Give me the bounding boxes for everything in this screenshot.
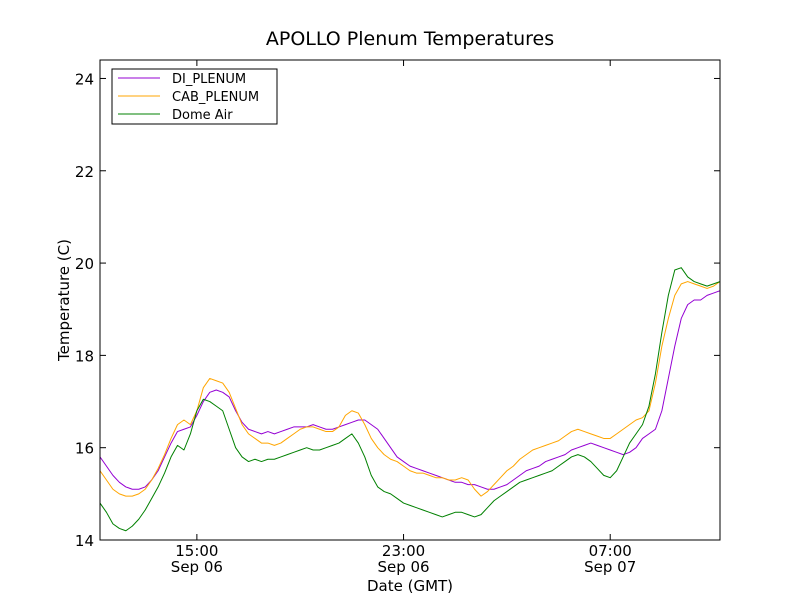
- x-axis-label: Date (GMT): [367, 577, 453, 595]
- series-line-dome-air: [100, 267, 720, 532]
- y-tick-label: 14: [75, 532, 94, 550]
- series-line-cab-plenum: [100, 280, 720, 497]
- y-tick-label: 24: [75, 70, 94, 88]
- x-tick-label-date: Sep 06: [377, 558, 429, 576]
- y-tick-label: 22: [75, 163, 94, 181]
- chart-title: APOLLO Plenum Temperatures: [266, 28, 554, 50]
- legend-label: DI_PLENUM: [172, 72, 246, 87]
- x-tick-label-date: Sep 07: [584, 558, 636, 576]
- y-axis-label: Temperature (C): [55, 239, 73, 362]
- y-tick-label: 18: [75, 347, 94, 365]
- plot-area-frame: [99, 59, 721, 541]
- x-tick-label-time: 23:00: [382, 542, 425, 560]
- legend-label: Dome Air: [172, 108, 233, 123]
- series-line-di-plenum: [100, 290, 720, 490]
- legend: DI_PLENUM CAB_PLENUM Dome Air: [111, 68, 278, 125]
- x-tick-label-date: Sep 06: [171, 558, 223, 576]
- legend-label: CAB_PLENUM: [172, 90, 259, 105]
- y-tick-label: 20: [75, 255, 94, 273]
- x-tick-label-time: 15:00: [175, 542, 218, 560]
- y-tick-label: 16: [75, 440, 94, 458]
- x-tick-label-time: 07:00: [589, 542, 632, 560]
